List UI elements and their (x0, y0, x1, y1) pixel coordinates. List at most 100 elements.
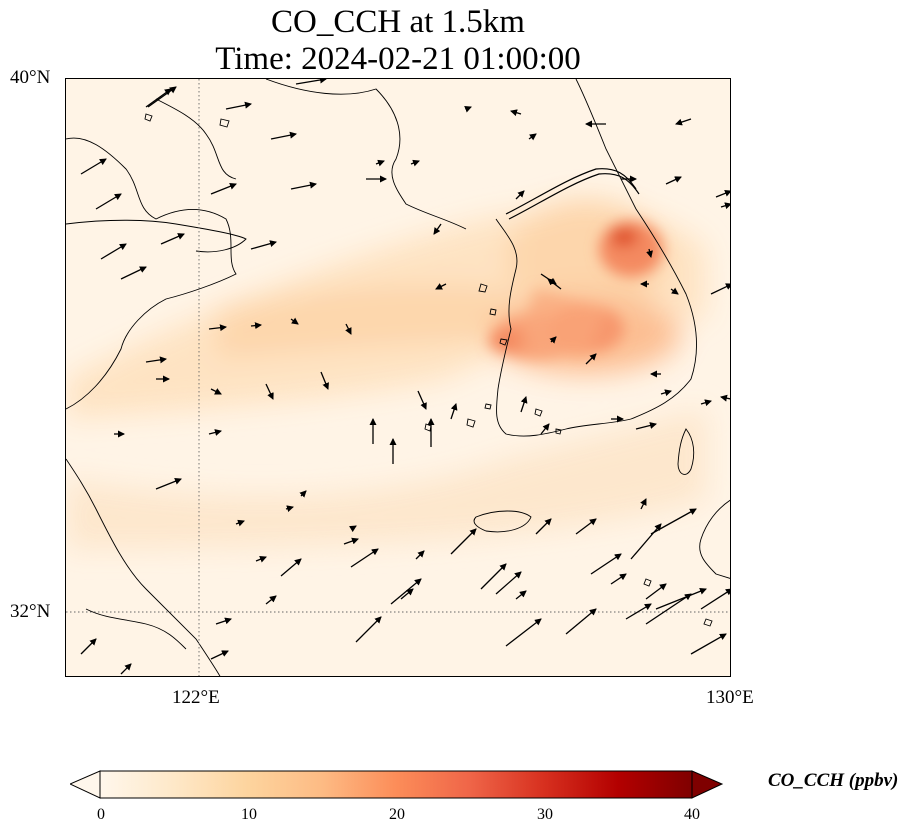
wind-arrow (450, 403, 458, 420)
wind-arrow (645, 583, 667, 600)
wind-arrow (355, 616, 382, 643)
wind-arrow (145, 356, 167, 364)
wind-arrow (635, 422, 657, 430)
wind-arrow (410, 159, 420, 167)
wind-arrow (270, 131, 297, 140)
wind-arrow (145, 88, 172, 108)
wind-arrow (250, 240, 277, 250)
wind-arrow (630, 523, 662, 560)
wind-arrow (549, 336, 557, 344)
wind-arrow (320, 371, 329, 390)
wind-arrow (540, 423, 550, 435)
wind-arrow (610, 573, 627, 585)
wind-arrow (515, 590, 527, 600)
wind-arrow (670, 287, 679, 295)
wind-arrow (295, 79, 327, 85)
colorbar-tick-30: 30 (537, 806, 553, 823)
lat-label-32n: 32°N (10, 601, 51, 622)
wind-arrow (210, 650, 229, 660)
wind-arrow (235, 519, 245, 527)
wind-arrow (660, 389, 672, 397)
wind-arrow (585, 353, 597, 365)
colorbar-tick-40: 40 (684, 806, 700, 823)
coastlines (66, 79, 730, 676)
wind-arrow (375, 159, 385, 167)
wind-arrow (80, 158, 107, 175)
wind-arrow (433, 223, 442, 235)
wind-arrow (280, 558, 302, 577)
wind-arrow (160, 233, 185, 245)
lon-label-122e: 122°E (172, 687, 220, 708)
wind-arrow (390, 578, 422, 605)
wind-arrow (646, 248, 653, 258)
wind-arrow (299, 490, 307, 498)
wind-arrow (480, 563, 507, 590)
colorbar-extend-low (70, 770, 101, 799)
wind-arrow (535, 518, 552, 535)
wind-arrow (450, 528, 477, 555)
wind-arrow (225, 101, 252, 110)
wind-arrow (290, 317, 299, 325)
co-concentration-field (66, 79, 730, 676)
wind-arrow (80, 638, 97, 655)
wind-arrow (290, 181, 317, 190)
wind-arrow (665, 176, 682, 185)
wind-arrow (210, 182, 237, 195)
colorbar-label: CO_CCH (ppbv) (768, 770, 899, 791)
wind-arrow (640, 498, 647, 510)
map-title: CO_CCH at 1.5km (271, 4, 525, 40)
wind-arrow (547, 278, 562, 290)
wind-arrow (715, 189, 730, 198)
wind-arrow (720, 394, 730, 402)
wind-arrow (250, 322, 262, 330)
wind-arrow (155, 477, 182, 490)
wind-arrow (655, 587, 707, 610)
wind-arrow (95, 193, 122, 210)
wind-arrow (520, 396, 528, 413)
wind-arrow (417, 390, 427, 410)
wind-arrow (510, 109, 522, 117)
wind-arrow (215, 617, 232, 625)
wind-arrow (400, 588, 414, 600)
wind-arrow (625, 603, 652, 620)
wind-arrow (343, 537, 359, 545)
wind-arrow (208, 324, 227, 332)
wind-arrow (435, 283, 447, 290)
gridlines (66, 79, 730, 676)
wind-arrow (505, 618, 542, 647)
wind-arrow (528, 133, 537, 141)
wind-arrow (565, 608, 597, 635)
wind-arrow (255, 555, 267, 563)
wind-arrow (710, 283, 730, 295)
wind-arrow (650, 508, 697, 535)
colorbar-tick-10: 10 (241, 806, 257, 823)
wind-arrow (720, 202, 730, 210)
wind-arrow (349, 525, 357, 533)
wind-arrow (464, 105, 472, 113)
wind-arrow (700, 399, 712, 407)
wind-arrow (590, 553, 622, 575)
lon-label-130e: 130°E (706, 687, 754, 708)
wind-arrow (285, 505, 294, 513)
colorbar (70, 770, 724, 799)
wind-arrow (100, 243, 127, 260)
wind-arrow (208, 429, 222, 436)
colorbar-tick-0: 0 (97, 806, 105, 823)
map-subtitle: Time: 2024-02-21 01:00:00 (215, 41, 581, 77)
lat-label-40n: 40°N (10, 67, 51, 88)
wind-arrow (495, 571, 522, 595)
wind-arrow (645, 593, 692, 625)
wind-arrow (415, 550, 425, 560)
colorbar-tick-20: 20 (389, 806, 405, 823)
map-panel (65, 78, 731, 677)
wind-arrow (345, 323, 352, 335)
wind-arrow (515, 190, 525, 200)
colorbar-extend-high (691, 770, 724, 799)
wind-vectors (80, 79, 730, 675)
wind-arrow (120, 266, 147, 280)
wind-arrow (690, 633, 727, 655)
wind-arrow (265, 595, 277, 605)
wind-arrow (675, 118, 692, 126)
wind-arrow (575, 518, 597, 535)
wind-arrow (265, 383, 274, 400)
